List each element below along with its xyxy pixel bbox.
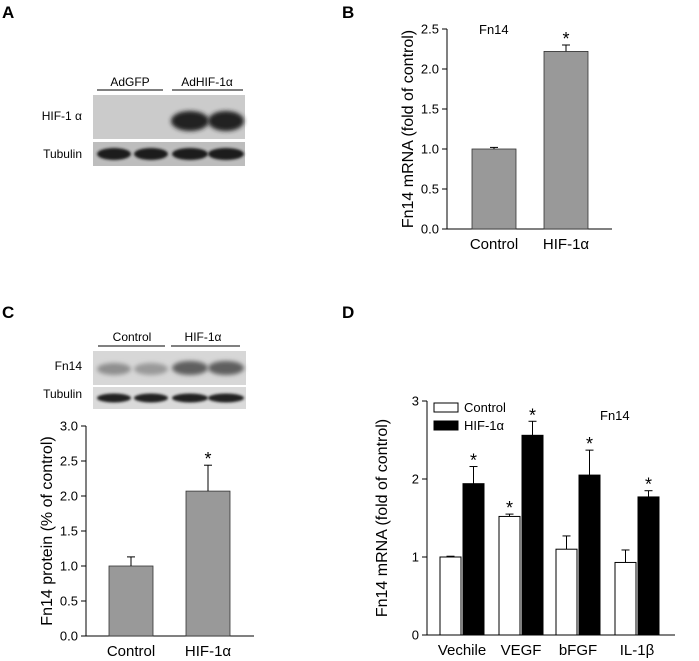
chart-d-significance-star: * <box>506 498 513 518</box>
chart-d-bar-hif <box>462 483 485 636</box>
chart-b-x-tick-label: HIF-1α <box>543 236 590 253</box>
blot-a-band-5 <box>172 148 208 160</box>
western-blot-a: AdGFP AdHIF-1α HIF-1 α Tubulin <box>42 75 245 166</box>
blot-a-row-label-1: HIF-1 α <box>42 109 82 123</box>
panel-letter-d: D <box>342 303 354 322</box>
chart-b-y-tick-label: 0.0 <box>421 222 439 237</box>
blot-c-band-7 <box>172 393 208 403</box>
blot-c-band-3 <box>172 361 208 375</box>
chart-d-y-tick-label: 2 <box>412 472 419 487</box>
chart-d-x-tick-label: Vechile <box>438 642 486 659</box>
chart-d-bar-hif <box>521 434 544 636</box>
chart-c-y-tick-label: 1.0 <box>60 559 78 574</box>
blot-c-band-1 <box>97 363 131 375</box>
blot-a-band-4 <box>134 148 168 160</box>
chart-c-y-tick-label: 2.5 <box>60 454 78 469</box>
chart-c: 0.0 0.5 1.0 1.5 2.0 2.5 3.0 Fn14 protein (% of … <box>39 419 254 660</box>
chart-b-x-tick-label: Control <box>470 236 518 253</box>
blot-c-band-5 <box>97 393 131 403</box>
chart-c-x-tick-label: Control <box>107 643 155 660</box>
chart-b-y-tick-label: 0.5 <box>421 182 439 197</box>
chart-b-y-tick-label: 2.5 <box>421 22 439 37</box>
chart-b-bar <box>543 51 589 230</box>
chart-c-y-tick-label: 0.0 <box>60 629 78 644</box>
blot-c-row-label-1: Fn14 <box>55 359 83 373</box>
chart-d-y-tick-label: 3 <box>412 394 419 409</box>
blot-c-band-4 <box>208 361 244 375</box>
blot-a-band-3 <box>97 148 131 160</box>
western-blot-c: Control HIF-1α Fn14 Tubulin <box>43 330 246 409</box>
chart-b-y-tick-label: 1.5 <box>421 102 439 117</box>
chart-d-bar-control <box>498 515 521 636</box>
chart-c-y-tick-label: 1.5 <box>60 524 78 539</box>
chart-d-bar-control <box>614 561 637 636</box>
blot-c-strip-2 <box>93 387 246 409</box>
blot-c-lane-group-1: Control <box>113 330 152 344</box>
chart-d-bar-control <box>439 556 462 636</box>
chart-c-y-tick-label: 3.0 <box>60 419 78 434</box>
chart-d-annotation: Fn14 <box>600 408 630 423</box>
chart-b-annotation: Fn14 <box>479 22 509 37</box>
panel-letter-a: A <box>2 3 14 22</box>
chart-d-legend-swatch <box>433 420 459 431</box>
chart-d-bar-hif <box>578 474 601 636</box>
blot-c-lane-group-2: HIF-1α <box>185 330 222 344</box>
blot-c-row-label-2: Tubulin <box>43 387 82 401</box>
chart-d-x-tick-label: IL-1β <box>620 642 655 659</box>
chart-c-significance-star: * <box>204 449 211 469</box>
chart-b-y-axis-label: Fn14 mRNA (fold of control) <box>400 30 417 228</box>
chart-d-bar-control <box>555 548 578 636</box>
chart-d-y-tick-label: 0 <box>412 628 419 643</box>
blot-a-band-2 <box>208 111 244 131</box>
chart-d-significance-star: * <box>586 434 593 454</box>
chart-b: 0.0 0.5 1.0 1.5 2.0 2.5 Fn14 mRNA (fold of con… <box>400 22 612 253</box>
chart-d-y-axis-label: Fn14 mRNA (fold of control) <box>374 419 391 617</box>
chart-c-y-tick-label: 2.0 <box>60 489 78 504</box>
chart-b-significance-star: * <box>562 29 569 49</box>
blot-c-band-6 <box>134 393 168 403</box>
panel-letter-c: C <box>2 303 14 322</box>
chart-b-bar <box>471 148 517 230</box>
blot-a-lane-group-1: AdGFP <box>110 75 149 89</box>
panel-letter-b: B <box>342 3 354 22</box>
chart-d-significance-star: * <box>529 405 536 425</box>
chart-c-y-tick-label: 0.5 <box>60 594 78 609</box>
blot-a-row-label-2: Tubulin <box>43 147 82 161</box>
blot-a-band-6 <box>208 148 244 160</box>
chart-c-bar <box>108 565 154 637</box>
chart-b-y-tick-label: 2.0 <box>421 62 439 77</box>
blot-a-band-1 <box>171 111 209 131</box>
chart-d-significance-star: * <box>645 475 652 495</box>
chart-d-legend-label: HIF-1α <box>464 418 505 433</box>
chart-d: 0 1 2 3 Fn14 mRNA (fold of control) * Vechile *… <box>374 394 675 659</box>
chart-d-x-tick-label: VEGF <box>501 642 542 659</box>
chart-d-bar-hif <box>637 496 660 636</box>
chart-d-y-tick-label: 1 <box>412 550 419 565</box>
blot-c-band-8 <box>208 393 244 403</box>
chart-d-legend-swatch <box>433 402 459 413</box>
chart-c-bar <box>185 490 231 637</box>
chart-b-y-tick-label: 1.0 <box>421 142 439 157</box>
blot-c-band-2 <box>134 363 168 375</box>
chart-d-x-tick-label: bFGF <box>559 642 597 659</box>
chart-c-x-tick-label: HIF-1α <box>185 643 232 660</box>
chart-d-significance-star: * <box>470 451 477 471</box>
chart-d-legend-label: Control <box>464 400 506 415</box>
blot-a-lane-group-2: AdHIF-1α <box>181 75 233 89</box>
chart-c-y-axis-label: Fn14 protein (% of control) <box>39 436 56 625</box>
